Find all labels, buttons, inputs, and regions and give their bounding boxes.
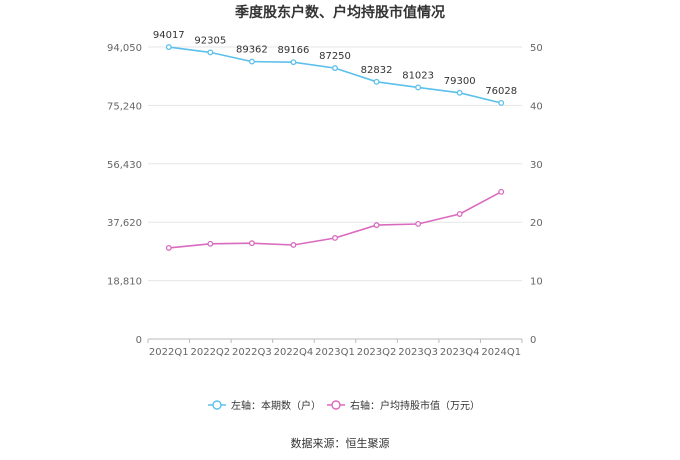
x-axis-tick-label: 2024Q1 [481, 347, 521, 358]
grid [148, 46, 522, 282]
data-point [456, 211, 463, 217]
data-label: 76028 [485, 86, 517, 97]
x-axis-tick-label: 2023Q3 [398, 347, 438, 358]
left-axis-tick-label: 0 [136, 335, 142, 346]
right-axis-tick-label: 30 [530, 160, 543, 171]
right-axis-tick-label: 0 [530, 335, 536, 346]
axes: 0 0 18,810 10 37,620 20 56,430 30 75,240 40 94,050… [107, 43, 543, 358]
left-axis-tick-label: 37,620 [107, 218, 142, 229]
data-point [290, 59, 297, 66]
data-point [248, 58, 255, 65]
data-label: 87250 [319, 51, 351, 62]
data-point [415, 84, 422, 91]
x-axis-tick-label: 2022Q4 [274, 347, 314, 358]
x-axis-tick-label: 2023Q4 [440, 347, 480, 358]
x-axis-tick-label: 2022Q1 [149, 347, 189, 358]
data-point [290, 242, 297, 248]
source-note: 数据来源：恒生聚源 [291, 436, 390, 450]
data-label: 92305 [194, 35, 226, 46]
data-point [373, 78, 380, 85]
data-point [415, 221, 422, 227]
legend[interactable]: 左轴：本期数（户） 右轴：户均持股市值（万元） [208, 399, 480, 412]
x-axis-tick-label: 2022Q2 [190, 347, 230, 358]
chart-title: 季度股东户数、户均持股市值情况 [234, 4, 445, 21]
x-axis-tick-label: 2023Q1 [315, 347, 355, 358]
right-axis-tick-label: 50 [530, 43, 543, 54]
right-axis-tick-label: 10 [530, 277, 543, 288]
data-point [332, 235, 338, 241]
left-axis-tick-label: 94,050 [107, 43, 142, 54]
x-axis-tick-label: 2022Q3 [232, 347, 272, 358]
data-label: 79300 [444, 76, 476, 87]
legend-item[interactable]: 右轴：户均持股市值（万元） [327, 399, 480, 412]
data-point [456, 89, 463, 96]
data-label: 82832 [361, 65, 393, 76]
x-axis-tick-label: 2023Q2 [357, 347, 397, 358]
legend-item[interactable]: 左轴：本期数（户） [208, 399, 321, 412]
right-axis-tick-label: 20 [530, 218, 543, 229]
data-point [498, 188, 505, 195]
data-label: 81023 [402, 70, 434, 81]
legend-label: 左轴：本期数（户） [231, 399, 321, 412]
left-axis-tick-label: 18,810 [107, 277, 142, 288]
right-axis-tick-label: 40 [530, 101, 543, 112]
legend-swatch-marker [331, 400, 341, 410]
data-label: 89362 [236, 45, 268, 56]
data-label: 94017 [153, 30, 185, 41]
data-point [332, 65, 338, 72]
data-point [248, 240, 255, 247]
left-axis-tick-label: 75,240 [107, 101, 142, 112]
legend-swatch-marker [212, 400, 222, 410]
data-point [207, 49, 214, 56]
data-point [207, 240, 214, 247]
data-point [373, 222, 380, 229]
data-label: 89166 [278, 45, 310, 56]
data-point [498, 100, 505, 106]
data-point [165, 44, 172, 51]
left-axis-tick-label: 56,430 [107, 160, 142, 171]
legend-label: 右轴：户均持股市值（万元） [350, 399, 480, 412]
series: 94017 92305 89362 89166 87250 82832 81023 79300… [153, 30, 517, 251]
data-point [165, 244, 172, 251]
